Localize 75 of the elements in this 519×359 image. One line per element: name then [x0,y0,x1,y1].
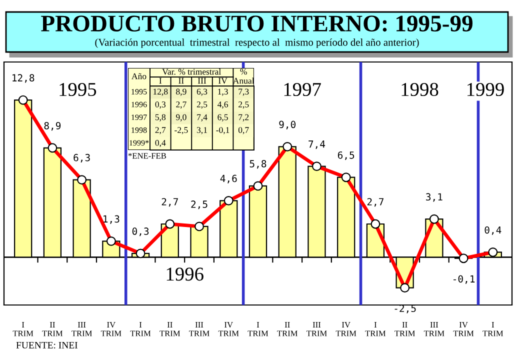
x-tick-label: III TRIM [189,322,210,336]
annotation: *ENE-FEB [128,153,166,159]
data-label: 1,3 [218,88,228,96]
data-label: 7,4 [197,114,208,122]
x-tick-label: IV TRIM [453,322,474,336]
y-tick-label: 1997 [132,114,147,120]
data-label: 5,8 [250,160,266,169]
annotation: 1995 [60,82,96,96]
data-label: 2,5 [191,200,208,210]
data-label: 6,5 [338,151,354,160]
data-label: -0,1 [454,275,475,284]
data-label: 2,7 [176,102,186,109]
data-label: 0,7 [238,127,249,134]
annotation: 1996 [166,268,204,281]
data-label: 7,3 [238,88,249,96]
data-label: 8,9 [176,88,186,96]
x-tick-label: IV TRIM [100,322,122,336]
x-tick-label: II TRIM [42,322,63,336]
data-label: 1,3 [104,215,120,224]
y-tick-label: 1996 [132,102,147,108]
data-label: 12,8 [12,74,34,83]
x-tick-label: % Anual [232,68,254,84]
x-tick-label: IV TRIM [218,322,239,336]
chart-title: Var. % trimestral [162,68,221,75]
data-label: 4,6 [218,102,228,109]
data-label: 8,9 [44,122,61,131]
data-label: 2,5 [238,102,249,109]
chart-subtitle: (Variación porcentual trimestral respecto al mismo período del año anterior) [95,38,419,48]
data-label: 7,4 [308,140,326,149]
x-tick-label: IV [218,78,228,84]
data-label: 5,8 [155,114,166,122]
data-label: 4,6 [220,174,237,184]
data-label: 0,3 [132,228,149,236]
x-tick-label: IV TRIM [336,322,356,336]
data-label: 7,2 [238,114,249,122]
data-label: 3,1 [196,127,207,134]
x-tick-label: III TRIM [424,322,444,336]
annotation: 1999 [467,82,504,96]
data-label: -2,5 [174,127,188,134]
data-label: 2,7 [162,198,178,207]
annotation: 1997 [284,82,321,96]
y-tick-label: 1995 [132,89,147,94]
x-tick-label: III TRIM [306,322,327,336]
x-tick-label: II [178,78,184,84]
data-label: -0,1 [216,127,230,134]
x-tick-label: III [198,78,206,84]
chart-title: PRODUCTO BRUTO INTERNO: 1995-99 [41,16,473,32]
data-label: 9,0 [176,114,186,122]
data-label: 3,1 [426,193,442,202]
x-tick-label: I TRIM [130,322,151,336]
data-label: 6,3 [196,88,208,96]
data-label: 6,5 [218,114,228,122]
data-label: 0,4 [155,140,166,148]
y-tick-label: 1998 [132,127,147,133]
source-note: FUENTE: INEI [16,342,78,348]
data-label: 2,7 [367,198,384,207]
data-label: 12,8 [154,88,168,96]
annotation: 1998 [402,82,438,96]
data-label: 0,4 [484,226,502,235]
y-tick-label: 1999* [130,140,149,146]
x-tick-label: I TRIM [482,322,504,336]
x-tick-label: III TRIM [72,322,92,336]
data-label: 2,5 [196,102,208,109]
x-tick-label: II TRIM [394,322,415,336]
x-tick-label: I [159,78,162,84]
x-tick-label: I TRIM [248,322,268,336]
x-tick-label: I TRIM [365,322,386,336]
data-label: 9,0 [279,120,296,130]
y-axis-title: Año [132,73,146,80]
x-tick-label: II TRIM [160,322,180,336]
x-tick-label: I TRIM [12,322,34,336]
data-label: 0,3 [155,101,166,109]
x-tick-label: II TRIM [277,322,298,336]
data-label: 2,7 [155,127,166,134]
data-label: 6,3 [74,154,90,162]
